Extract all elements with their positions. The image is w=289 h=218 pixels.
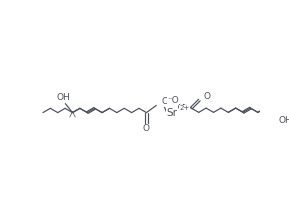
Text: OH: OH	[279, 116, 289, 125]
Text: O: O	[204, 92, 211, 101]
Text: 2+: 2+	[180, 105, 190, 111]
Text: O: O	[143, 124, 150, 133]
Text: ⁻O: ⁻O	[167, 95, 179, 104]
Text: O⁻: O⁻	[162, 97, 173, 106]
Text: Sr: Sr	[166, 108, 177, 118]
Text: OH: OH	[57, 93, 71, 102]
